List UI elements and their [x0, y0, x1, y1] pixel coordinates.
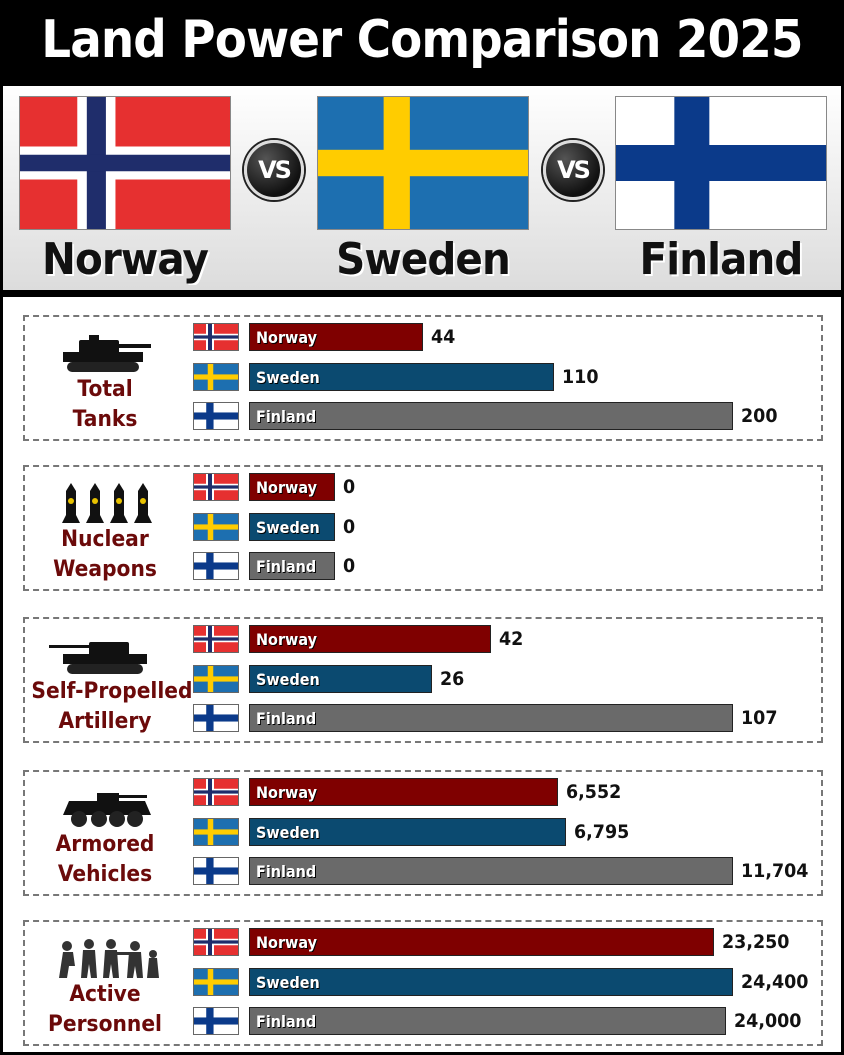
bar-norway: Norway [249, 473, 335, 501]
artillery-icon [39, 629, 175, 681]
bar-label-norway: Norway [256, 933, 318, 952]
bar-label-norway: Norway [256, 478, 318, 497]
value-label-finland: 11,704 [741, 860, 809, 882]
finland-flag-icon [193, 704, 239, 732]
norway-flag-icon [193, 323, 239, 351]
bar-label-finland: Finland [256, 557, 317, 576]
value-label-norway: 6,552 [565, 781, 622, 803]
bar-norway: Norway [249, 625, 492, 653]
bar-label-finland: Finland [256, 407, 317, 426]
nuclear-missiles-icon [39, 477, 175, 529]
bar-label-sweden: Sweden [256, 973, 320, 992]
category-label: Self-Propelled Artillery [31, 679, 193, 734]
sweden-flag-icon [193, 665, 239, 693]
country-name-norway: Norway [41, 234, 209, 285]
bar-norway: Norway [249, 323, 423, 351]
country-finland: Finland [615, 96, 827, 285]
flags-panel: Norway VS Sweden VS Finland [3, 86, 841, 290]
country-name-sweden: Sweden [336, 234, 511, 285]
bar-label-norway: Norway [256, 783, 318, 802]
value-label-sweden: 26 [439, 668, 465, 690]
bar-sweden: Sweden [249, 665, 432, 693]
page-title: Land Power Comparison 2025 [41, 10, 803, 70]
bar-norway: Norway [249, 928, 715, 956]
sweden-flag-icon [193, 818, 239, 846]
bar-finland: Finland [249, 857, 733, 885]
bar-label-sweden: Sweden [256, 823, 320, 842]
sweden-flag-icon [193, 513, 239, 541]
bar-label-norway: Norway [256, 630, 318, 649]
title-bar: Land Power Comparison 2025 [0, 0, 844, 80]
value-label-norway: 23,250 [722, 931, 790, 953]
bar-label-finland: Finland [256, 1012, 317, 1031]
value-label-norway: 0 [343, 476, 356, 498]
norway-flag-icon [193, 625, 239, 653]
norway-flag-icon [19, 96, 231, 230]
bar-sweden: Sweden [249, 363, 554, 391]
bar-sweden: Sweden [249, 968, 733, 996]
soldiers-icon [39, 932, 175, 984]
bar-sweden: Sweden [249, 513, 335, 541]
chart-panel: Total Tanks Norway 44 Sweden 110 Finland 200… [3, 297, 841, 1052]
bar-label-finland: Finland [256, 862, 317, 881]
bar-label-finland: Finland [256, 709, 317, 728]
group-nuclear-weapons: Nuclear Weapons Norway 0 Sweden 0 Finland 0 [23, 465, 823, 591]
bar-finland: Finland [249, 704, 733, 732]
bar-sweden: Sweden [249, 818, 567, 846]
category-label: Armored Vehicles [55, 832, 155, 887]
norway-flag-icon [193, 928, 239, 956]
value-label-finland: 0 [343, 555, 356, 577]
category-label: Total Tanks [72, 377, 138, 432]
finland-flag-icon [193, 857, 239, 885]
bar-label-norway: Norway [256, 328, 318, 347]
group-total-tanks: Total Tanks Norway 44 Sweden 110 Finland 200 [23, 315, 823, 441]
value-label-sweden: 6,795 [574, 821, 630, 843]
bar-label-sweden: Sweden [256, 518, 320, 537]
tank-icon [39, 327, 175, 379]
bar-finland: Finland [249, 1007, 727, 1035]
value-label-finland: 24,000 [734, 1010, 802, 1032]
bar-norway: Norway [249, 778, 558, 806]
group-self-propelled-artillery: Self-Propelled Artillery Norway 42 Sweden 2… [23, 617, 823, 743]
sweden-flag-icon [193, 363, 239, 391]
value-label-finland: 107 [741, 707, 778, 729]
finland-flag-icon [193, 1007, 239, 1035]
value-label-sweden: 24,400 [741, 971, 809, 993]
bar-label-sweden: Sweden [256, 368, 320, 387]
country-sweden: Sweden [317, 96, 529, 285]
sweden-flag-icon [193, 968, 239, 996]
finland-flag-icon [193, 552, 239, 580]
country-name-finland: Finland [639, 234, 804, 285]
finland-flag-icon [615, 96, 827, 230]
armored-vehicle-icon [39, 782, 175, 834]
bar-label-sweden: Sweden [256, 670, 320, 689]
finland-flag-icon [193, 402, 239, 430]
value-label-finland: 200 [741, 405, 778, 427]
country-norway: Norway [19, 96, 231, 285]
vs-badge-1: VS [244, 140, 304, 200]
vs-badge-2: VS [543, 140, 603, 200]
sweden-flag-icon [317, 96, 529, 230]
group-active-personnel: Active Personnel Norway 23,250 Sweden 24,40… [23, 920, 823, 1046]
category-label: Active Personnel [48, 982, 162, 1037]
value-label-norway: 42 [499, 628, 524, 650]
bar-finland: Finland [249, 402, 733, 430]
category-label: Nuclear Weapons [53, 527, 157, 582]
value-label-norway: 44 [430, 326, 455, 348]
norway-flag-icon [193, 473, 239, 501]
bar-finland: Finland [249, 552, 335, 580]
value-label-sweden: 110 [561, 366, 599, 388]
norway-flag-icon [193, 778, 239, 806]
group-armored-vehicles: Armored Vehicles Norway 6,552 Sweden 6,795 … [23, 770, 823, 896]
value-label-sweden: 0 [343, 516, 356, 538]
